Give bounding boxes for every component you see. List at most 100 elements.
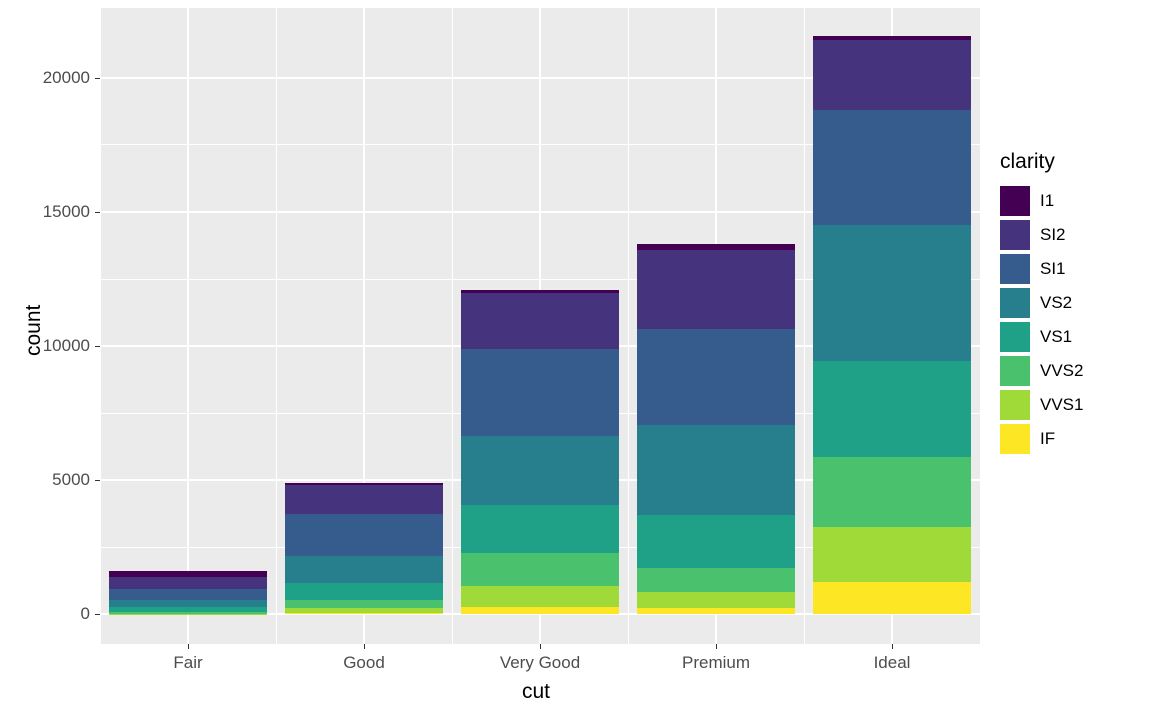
legend-label: VVS2 xyxy=(1040,361,1083,381)
x-tick-mark xyxy=(540,644,541,649)
legend-label: VVS1 xyxy=(1040,395,1083,415)
bar-seg-i1 xyxy=(285,483,443,486)
legend-swatch xyxy=(1000,390,1030,420)
legend-item-if: IF xyxy=(1000,422,1083,456)
bar-seg-si2 xyxy=(109,577,267,590)
bar-seg-si2 xyxy=(813,40,971,110)
y-tick-mark xyxy=(95,614,100,615)
bar-seg-si2 xyxy=(285,485,443,514)
bar-fair xyxy=(109,8,267,614)
plot-panel xyxy=(100,8,980,644)
bar-seg-vs2 xyxy=(813,225,971,361)
bar-seg-i1 xyxy=(461,290,619,292)
legend-item-i1: I1 xyxy=(1000,184,1083,218)
bar-seg-i1 xyxy=(637,244,795,250)
vgridline-minor xyxy=(980,8,981,644)
bar-seg-si1 xyxy=(461,349,619,436)
legend-label: IF xyxy=(1040,429,1055,449)
legend-label: VS1 xyxy=(1040,327,1072,347)
x-tick-mark xyxy=(364,644,365,649)
bar-seg-vvs1 xyxy=(461,586,619,607)
bar-seg-vvs2 xyxy=(461,553,619,586)
vgridline-minor xyxy=(804,8,805,644)
x-tick-mark xyxy=(188,644,189,649)
legend-label: I1 xyxy=(1040,191,1054,211)
legend-label: SI2 xyxy=(1040,225,1066,245)
bar-seg-vs1 xyxy=(285,583,443,600)
x-axis-title: cut xyxy=(522,680,550,704)
legend-swatch xyxy=(1000,322,1030,352)
bar-seg-vs1 xyxy=(109,607,267,612)
bar-seg-vvs2 xyxy=(109,612,267,614)
x-tick-label: Premium xyxy=(636,654,796,671)
bar-seg-if xyxy=(285,613,443,615)
legend-swatch xyxy=(1000,288,1030,318)
bar-seg-vs1 xyxy=(637,515,795,568)
y-tick-label: 5000 xyxy=(52,471,90,488)
bar-very-good xyxy=(461,8,619,614)
bar-good xyxy=(285,8,443,614)
bar-seg-vvs1 xyxy=(109,614,267,615)
x-tick-mark xyxy=(892,644,893,649)
x-tick-mark xyxy=(716,644,717,649)
legend-item-si1: SI1 xyxy=(1000,252,1083,286)
y-tick-mark xyxy=(95,480,100,481)
bar-seg-if xyxy=(637,608,795,614)
bar-seg-vvs1 xyxy=(813,527,971,582)
bar-premium xyxy=(637,8,795,614)
legend-item-vs2: VS2 xyxy=(1000,286,1083,320)
legend-swatch xyxy=(1000,220,1030,250)
bar-seg-si2 xyxy=(637,250,795,329)
vgridline-minor xyxy=(628,8,629,644)
legend-label: SI1 xyxy=(1040,259,1066,279)
y-tick-mark xyxy=(95,346,100,347)
bar-seg-si1 xyxy=(813,110,971,225)
legend-item-si2: SI2 xyxy=(1000,218,1083,252)
bar-seg-if xyxy=(461,607,619,614)
vgridline-minor xyxy=(276,8,277,644)
legend-swatch xyxy=(1000,424,1030,454)
bar-seg-vvs2 xyxy=(637,568,795,591)
legend-swatch xyxy=(1000,186,1030,216)
legend-swatch xyxy=(1000,254,1030,284)
y-tick-mark xyxy=(95,78,100,79)
bar-seg-i1 xyxy=(109,571,267,577)
bar-seg-vvs2 xyxy=(813,457,971,527)
bar-seg-i1 xyxy=(813,36,971,40)
bar-seg-vvs1 xyxy=(285,608,443,613)
bar-seg-vs1 xyxy=(461,505,619,553)
vgridline-minor xyxy=(100,8,101,644)
y-axis-title: count xyxy=(22,305,46,356)
chart-container: 0 5000 10000 15000 20000 Fair Good Very Good Pr… xyxy=(0,0,1152,711)
x-tick-label: Good xyxy=(284,654,444,671)
x-tick-label: Ideal xyxy=(812,654,972,671)
legend-item-vs1: VS1 xyxy=(1000,320,1083,354)
x-tick-label: Fair xyxy=(108,654,268,671)
bar-ideal xyxy=(813,8,971,614)
bar-seg-vvs1 xyxy=(637,592,795,609)
legend-swatch xyxy=(1000,356,1030,386)
y-tick-label: 15000 xyxy=(43,203,90,220)
y-tick-label: 0 xyxy=(81,605,90,622)
y-tick-mark xyxy=(95,212,100,213)
bar-seg-vs2 xyxy=(109,600,267,607)
bar-seg-si2 xyxy=(461,293,619,349)
x-tick-label: Very Good xyxy=(460,654,620,671)
legend-title: clarity xyxy=(1000,150,1083,174)
bar-seg-vs2 xyxy=(637,425,795,515)
y-tick-label: 10000 xyxy=(43,337,90,354)
legend-item-vvs1: VVS1 xyxy=(1000,388,1083,422)
bar-seg-si1 xyxy=(285,514,443,556)
y-tick-label: 20000 xyxy=(43,69,90,86)
bar-seg-if xyxy=(813,582,971,615)
legend: clarity I1 SI2 SI1 VS2 VS1 VVS2 VVS1 IF xyxy=(1000,150,1083,456)
vgridline-minor xyxy=(452,8,453,644)
bar-seg-vs1 xyxy=(813,361,971,457)
bar-seg-si1 xyxy=(109,589,267,600)
legend-label: VS2 xyxy=(1040,293,1072,313)
bar-seg-si1 xyxy=(637,329,795,425)
bar-seg-vvs2 xyxy=(285,600,443,608)
legend-item-vvs2: VVS2 xyxy=(1000,354,1083,388)
bar-seg-vs2 xyxy=(461,436,619,506)
bar-seg-vs2 xyxy=(285,556,443,582)
